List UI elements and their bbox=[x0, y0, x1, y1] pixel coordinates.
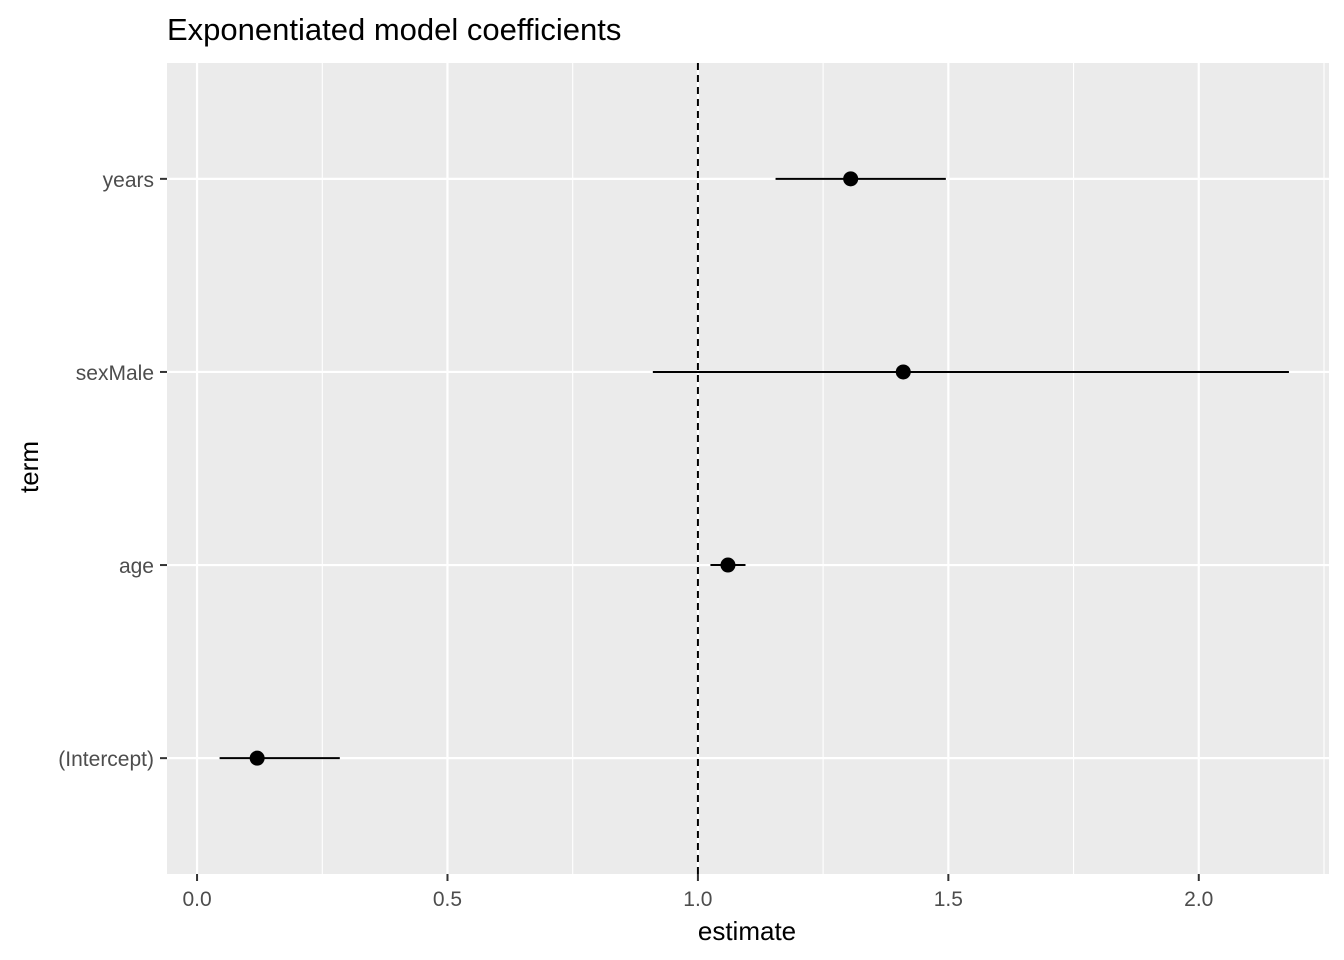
x-axis: 0.0 0.5 1.0 1.5 2.0 bbox=[182, 874, 1213, 911]
y-axis-title: term bbox=[14, 441, 44, 493]
estimate-point bbox=[843, 171, 859, 187]
x-tick-label: 1.5 bbox=[934, 888, 963, 911]
x-tick-label: 0.5 bbox=[433, 888, 462, 911]
y-tick-label: years bbox=[103, 169, 154, 192]
y-tick-label: (Intercept) bbox=[58, 748, 154, 771]
x-axis-title: estimate bbox=[698, 916, 796, 946]
x-tick-label: 0.0 bbox=[182, 888, 211, 911]
y-tick-label: sexMale bbox=[76, 362, 154, 385]
estimate-point bbox=[720, 557, 736, 573]
y-axis: (Intercept) age sexMale years bbox=[58, 169, 167, 771]
minor-gridlines bbox=[321, 63, 1325, 874]
y-tick-label: age bbox=[119, 555, 154, 578]
chart-title: Exponentiated model coefficients bbox=[167, 12, 621, 47]
x-tick-label: 1.0 bbox=[683, 888, 712, 911]
estimate-point bbox=[249, 750, 265, 766]
coefficient-marks bbox=[219, 171, 1289, 766]
estimate-point bbox=[895, 364, 911, 380]
plot-panel bbox=[167, 63, 1329, 874]
x-tick-label: 2.0 bbox=[1184, 888, 1213, 911]
